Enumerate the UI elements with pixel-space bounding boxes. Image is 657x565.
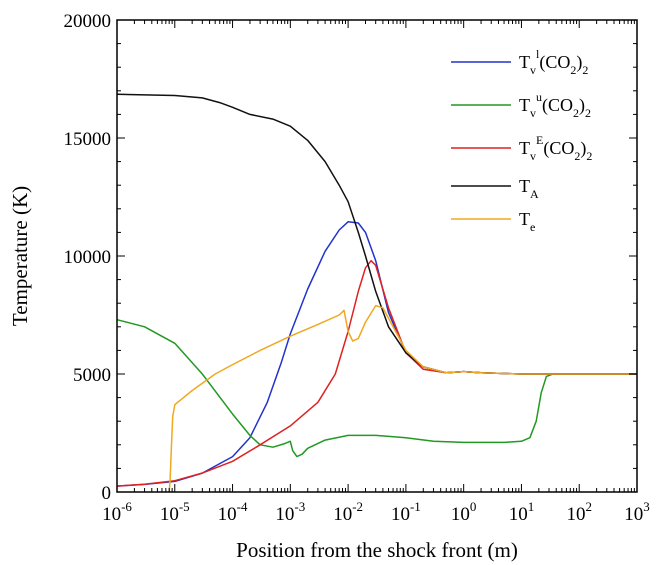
x-tick-label-exponent: -1: [410, 499, 421, 514]
legend-base: T: [519, 176, 530, 196]
series-line-1: [116, 318, 637, 458]
x-tick-label-base: 10: [218, 504, 237, 525]
series-line-4: [168, 304, 637, 493]
x-tick-label: 10-6: [102, 499, 132, 525]
legend-base: T: [519, 52, 530, 72]
x-tick-label-base: 10: [451, 504, 470, 525]
legend-base: T: [519, 95, 530, 115]
x-tick-label: 10-1: [391, 499, 421, 525]
series-line-3: [116, 93, 637, 375]
legend-formula-sub2: 2: [585, 106, 591, 120]
y-axis-title: Temperature (K): [8, 186, 32, 326]
x-tick-label: 10-2: [333, 499, 363, 525]
x-tick-label-exponent: 2: [585, 499, 592, 514]
x-tick-label: 103: [624, 499, 650, 525]
legend-formula-sub2: 2: [582, 63, 588, 77]
x-tick-label: 10-3: [275, 499, 305, 525]
legend-formula: (CO: [542, 95, 573, 116]
x-tick-label: 100: [451, 499, 477, 525]
legend-superscript: E: [536, 133, 543, 147]
x-tick-label-base: 10: [102, 504, 121, 525]
legend-superscript: u: [536, 90, 542, 104]
legend-formula-close: ): [580, 138, 586, 159]
y-tick-label: 5000: [73, 365, 111, 386]
x-tick-label-base: 10: [391, 504, 410, 525]
x-tick-label-base: 10: [275, 504, 294, 525]
x-axis-title: Position from the shock front (m): [236, 538, 518, 562]
legend-entry-0: Tvl(CO2)2: [519, 47, 588, 77]
y-tick-label: 20000: [64, 11, 112, 32]
legend-entry-2: TvE(CO2)2: [519, 133, 592, 163]
x-tick-label-base: 10: [624, 504, 643, 525]
legend-formula-sub: 2: [570, 63, 576, 77]
x-tick-label: 10-5: [160, 499, 190, 525]
legend-formula-close: ): [579, 95, 585, 116]
y-tick-label: 0: [102, 483, 112, 504]
legend-formula: (CO: [543, 138, 574, 159]
y-tick-label: 10000: [64, 247, 112, 268]
legend-formula-sub: 2: [574, 149, 580, 163]
x-tick-label-exponent: 3: [643, 499, 650, 514]
x-tick-label-base: 10: [333, 504, 352, 525]
x-tick-label-exponent: 1: [528, 499, 535, 514]
x-tick-label-base: 10: [160, 504, 179, 525]
legend-entry-4: Te: [519, 209, 535, 234]
legend-base: T: [519, 209, 530, 229]
x-tick-label-exponent: -4: [237, 499, 248, 514]
legend-subscript: A: [530, 187, 539, 201]
series-line-0: [116, 221, 637, 487]
legend-subscript: e: [530, 220, 535, 234]
x-tick-label-exponent: -3: [294, 499, 305, 514]
legend-formula-close: ): [576, 52, 582, 73]
legend-superscript: l: [536, 47, 540, 61]
legend-subscript: v: [530, 63, 536, 77]
legend-formula-sub: 2: [573, 106, 579, 120]
tick-label-layer: 10-6 10-5 10-4 10-3 10-2 10-1 100 101 102 1030500…: [64, 11, 650, 525]
x-tick-label-exponent: 0: [470, 499, 477, 514]
x-tick-label-exponent: -6: [121, 499, 132, 514]
legend-subscript: v: [530, 106, 536, 120]
x-tick-label: 101: [509, 499, 535, 525]
legend-base: T: [519, 138, 530, 158]
y-tick-label: 15000: [64, 129, 112, 150]
legend-entry-1: Tvu(CO2)2: [519, 90, 591, 120]
x-tick-label-exponent: -5: [179, 499, 190, 514]
legend-subscript: v: [530, 149, 536, 163]
legend-entry-3: TA: [519, 176, 539, 201]
plot-area-frame: [116, 19, 638, 493]
legend-formula-sub2: 2: [586, 149, 592, 163]
x-tick-label-base: 10: [509, 504, 528, 525]
tick-layer: [116, 19, 638, 493]
series-layer: [116, 93, 637, 493]
x-tick-label-base: 10: [566, 504, 585, 525]
x-tick-label: 102: [566, 499, 592, 525]
legend-formula: (CO: [539, 52, 570, 73]
x-tick-label: 10-4: [218, 499, 248, 525]
x-tick-label-exponent: -2: [352, 499, 363, 514]
